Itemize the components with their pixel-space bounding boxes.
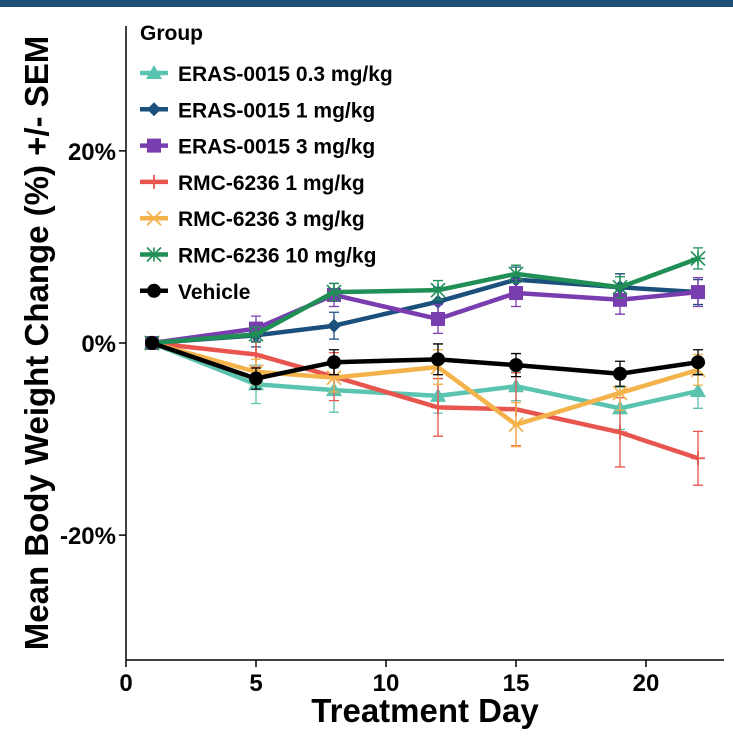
- data-point: [613, 292, 627, 307]
- data-point: [145, 336, 159, 350]
- x-ticks: 0 5 10 15 20: [119, 660, 659, 697]
- data-point: [508, 266, 524, 282]
- data-point: [613, 425, 627, 440]
- legend-title: Group: [140, 22, 203, 45]
- x-axis-label: Treatment Day: [311, 692, 539, 729]
- data-point: [612, 279, 628, 295]
- data-point: [327, 318, 341, 333]
- data-point: [508, 417, 524, 433]
- legend-marker: [146, 246, 162, 263]
- legend-item: ERAS-0015 0.3 mg/kg: [140, 63, 393, 86]
- legend-label: ERAS-0015 0.3 mg/kg: [178, 63, 393, 86]
- data-point: [691, 285, 705, 300]
- series-group: [144, 247, 706, 486]
- legend-marker: [146, 210, 162, 226]
- data-point: [327, 355, 341, 370]
- data-point: [249, 371, 263, 386]
- legend-label: ERAS-0015 3 mg/kg: [178, 136, 375, 159]
- x-tick-label: 5: [249, 670, 262, 697]
- legend-item: RMC-6236 1 mg/kg: [140, 172, 365, 195]
- data-point: [509, 358, 523, 373]
- legend-item: Vehicle: [140, 281, 250, 304]
- data-point: [431, 311, 445, 326]
- x-tick-label: 0: [119, 670, 132, 697]
- legend: Group ERAS-0015 0.3 mg/kg ERAS-0015 1 mg/…: [140, 22, 393, 304]
- legend-marker: [146, 65, 162, 79]
- legend-item: ERAS-0015 1 mg/kg: [140, 99, 375, 122]
- axes: 20% 0% -20% 0 5 10 15 20: [60, 26, 724, 697]
- data-point: [509, 286, 523, 301]
- legend-marker: [147, 102, 161, 117]
- legend-label: RMC-6236 1 mg/kg: [178, 172, 365, 195]
- legend-label: RMC-6236 10 mg/kg: [178, 245, 376, 268]
- top-accent-bar: [0, 0, 733, 7]
- data-point: [690, 383, 706, 398]
- y-tick-label: 0%: [81, 331, 116, 358]
- y-axis-label: Mean Body Weight Change (%) +/- SEM: [18, 36, 55, 651]
- legend-label: Vehicle: [178, 281, 250, 304]
- data-point: [613, 366, 627, 381]
- legend-items: ERAS-0015 0.3 mg/kg ERAS-0015 1 mg/kg ERAS…: [140, 63, 393, 304]
- y-tick-label: 20%: [68, 139, 116, 166]
- data-point: [431, 352, 445, 367]
- data-point: [691, 451, 705, 466]
- legend-marker: [147, 138, 161, 153]
- y-ticks: 20% 0% -20%: [60, 139, 126, 550]
- x-tick-label: 20: [633, 670, 660, 697]
- y-tick-label: -20%: [60, 523, 116, 550]
- data-point: [430, 282, 446, 298]
- legend-item: ERAS-0015 3 mg/kg: [140, 136, 375, 159]
- data-point: [326, 369, 342, 386]
- legend-label: RMC-6236 3 mg/kg: [178, 208, 365, 231]
- legend-item: RMC-6236 3 mg/kg: [140, 208, 365, 231]
- data-point: [248, 326, 264, 342]
- series-1: [144, 335, 706, 431]
- x-tick-label: 10: [373, 670, 400, 697]
- legend-item: RMC-6236 10 mg/kg: [140, 245, 376, 268]
- data-point: [691, 355, 705, 370]
- series-7: [145, 336, 705, 390]
- data-point: [326, 284, 342, 300]
- legend-marker: [147, 174, 161, 189]
- x-tick-label: 15: [503, 670, 530, 697]
- data-point: [431, 400, 445, 415]
- data-point: [690, 250, 706, 267]
- data-point: [612, 385, 628, 401]
- legend-label: ERAS-0015 1 mg/kg: [178, 99, 375, 122]
- legend-marker: [147, 283, 161, 298]
- series-6: [144, 247, 706, 351]
